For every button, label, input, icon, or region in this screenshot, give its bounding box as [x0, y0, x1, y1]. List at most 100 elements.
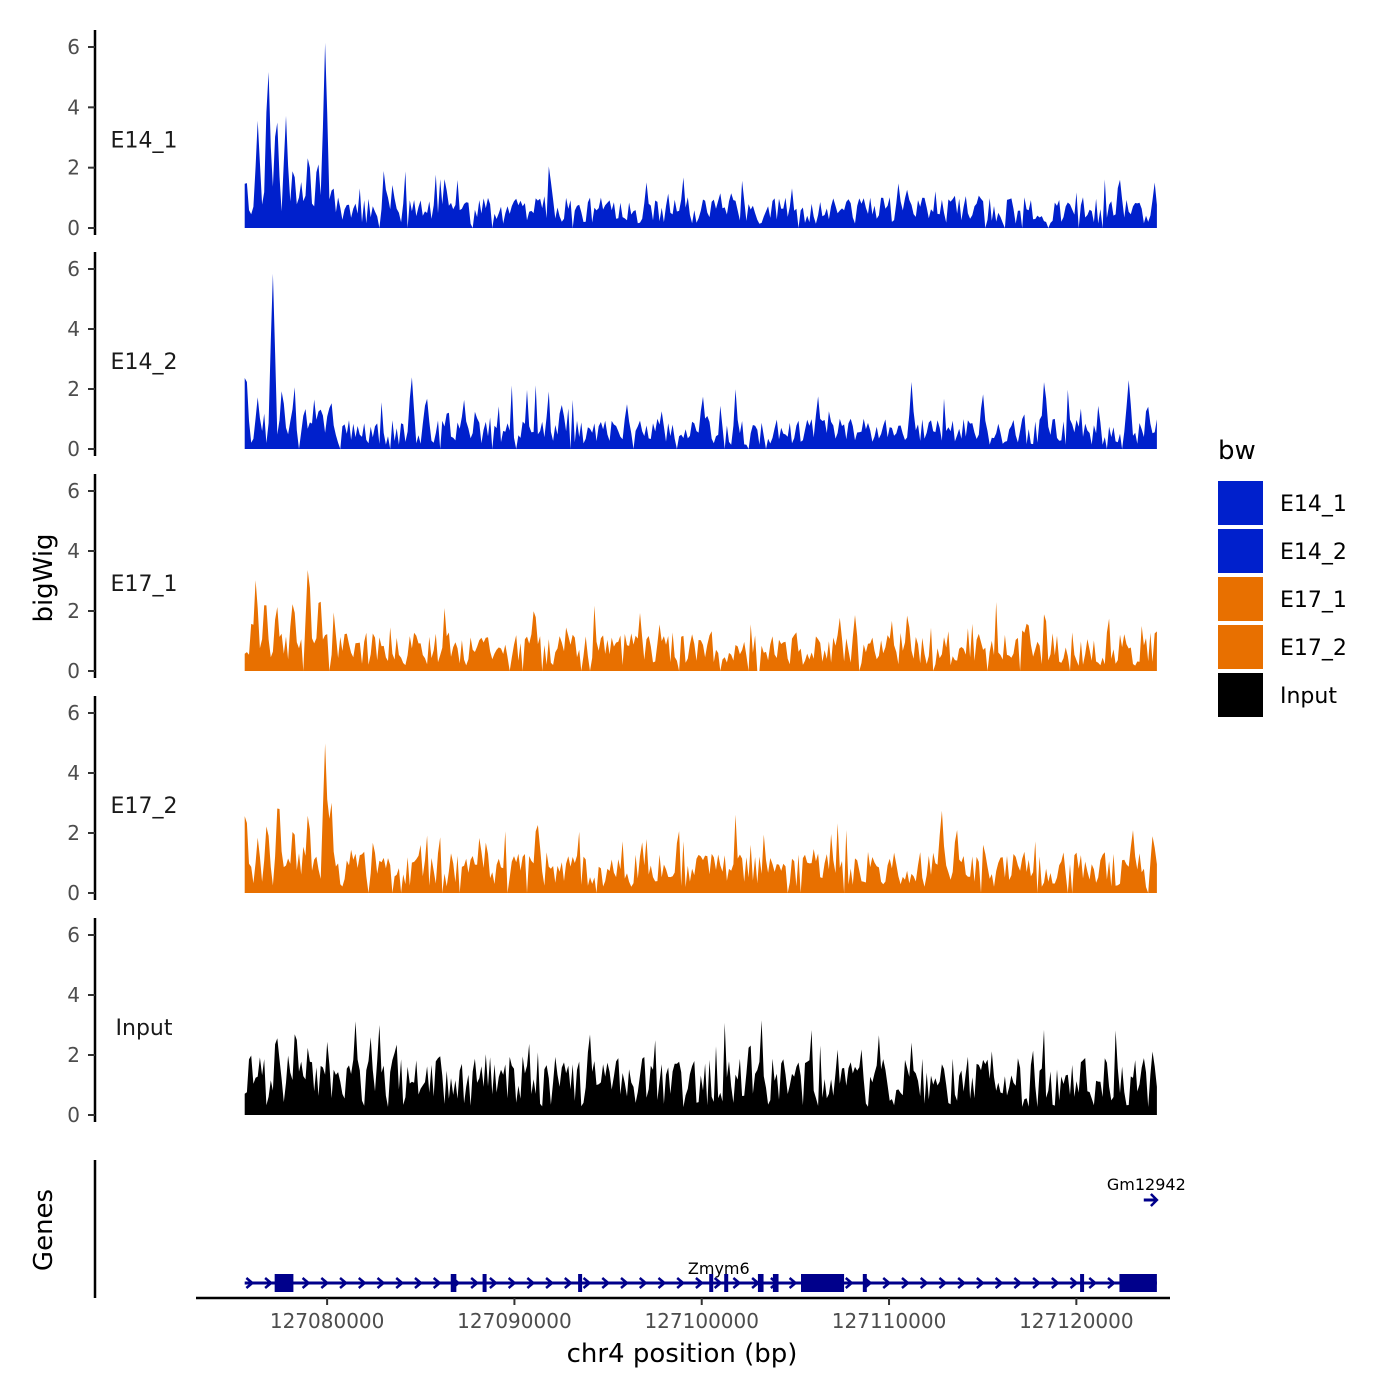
y-tick-label-e17-2-4: 4 — [67, 761, 80, 785]
y-tick-label-e14-1-4: 4 — [67, 95, 80, 119]
y-tick-label-e17-1-6: 6 — [67, 479, 80, 503]
exon-zmym6 — [709, 1274, 714, 1292]
strand-arrow-zmym6 — [976, 1277, 985, 1289]
strand-arrow-zmym6 — [526, 1277, 536, 1289]
y-tick-label-e17-2-6: 6 — [67, 701, 80, 725]
y-tick-label-input-0: 0 — [67, 1103, 80, 1127]
strand-arrow-zmym6 — [1069, 1277, 1079, 1289]
strand-arrow-zmym6 — [376, 1277, 386, 1289]
y-tick-label-input-2: 2 — [67, 1043, 80, 1067]
area-e17-2 — [244, 743, 1157, 893]
y-tick-label-e14-1-2: 2 — [67, 156, 80, 180]
exon-zmym6 — [450, 1274, 457, 1292]
exon-zmym6 — [757, 1274, 764, 1292]
strand-arrow-zmym6 — [994, 1277, 1004, 1289]
y-tick-label-e14-2-6: 6 — [67, 257, 80, 281]
strand-arrow-zmym6 — [582, 1277, 592, 1289]
track-e17-1: 0 2 4 6 E17_1 — [67, 474, 1157, 683]
strand-arrow-zmym6 — [938, 1277, 948, 1289]
track-e17-2: 0 2 4 6 E17_2 — [67, 696, 1157, 905]
strand-arrow-zmym6 — [732, 1277, 742, 1289]
strand-arrow-zmym6 — [638, 1277, 648, 1289]
strand-arrow-zmym6 — [1088, 1277, 1098, 1289]
x-tick-label-127110000: 127110000 — [832, 1309, 947, 1333]
strand-arrow-zmym6 — [432, 1277, 442, 1289]
strand-arrow-zmym6 — [395, 1277, 405, 1289]
strand-arrow-zmym6 — [901, 1277, 910, 1289]
genes-track: Genes Zmym6 Gm12942 — [29, 1160, 1186, 1298]
exon-zmym6 — [772, 1274, 779, 1292]
strand-arrow-gm12942 — [1150, 1193, 1159, 1207]
strand-arrow-zmym6 — [357, 1277, 367, 1289]
x-tick-label-127100000: 127100000 — [644, 1309, 759, 1333]
y-tick-label-e14-2-4: 4 — [67, 317, 80, 341]
strand-arrow-zmym6 — [844, 1277, 854, 1289]
strand-arrow-zmym6 — [301, 1277, 311, 1289]
track-input: 0 2 4 6 Input — [67, 918, 1157, 1127]
y-tick-label-e14-1-6: 6 — [67, 35, 80, 59]
strand-arrow-zmym6 — [414, 1277, 423, 1289]
gene-gm12942: Gm12942 — [1107, 1175, 1186, 1207]
legend-label-e14-1: E14_1 — [1280, 492, 1347, 517]
exon-zmym6 — [274, 1274, 294, 1292]
y-tick-label-e17-2-0: 0 — [67, 881, 80, 905]
x-tick-label-127080000: 127080000 — [270, 1309, 385, 1333]
strand-arrow-zmym6 — [545, 1277, 555, 1289]
genes-track-label: Genes — [29, 1189, 59, 1271]
strand-arrow-zmym6 — [601, 1277, 611, 1289]
signal-tracks: 0 2 4 6 E14_1 0 2 4 6 E14_2 0 2 4 6 E17_1 0 2 4 6 E17_2 0 2 4 6… — [67, 30, 1157, 1127]
legend-swatch-e17-1 — [1218, 577, 1263, 621]
x-axis-title: chr4 position (bp) — [567, 1339, 798, 1369]
legend-label-e14-2: E14_2 — [1280, 540, 1347, 565]
strand-arrow-zmym6 — [1032, 1277, 1042, 1289]
track-label-e14-2: E14_2 — [111, 350, 178, 375]
legend: bw E14_1 E14_2 E17_1 E17_2 Input — [1218, 436, 1347, 717]
track-e14-2: 0 2 4 6 E14_2 — [67, 252, 1157, 461]
strand-arrow-zmym6 — [1013, 1277, 1023, 1289]
gene-label-gm12942: Gm12942 — [1107, 1175, 1186, 1194]
strand-arrow-zmym6 — [695, 1277, 704, 1289]
exon-zmym6 — [724, 1274, 729, 1292]
strand-arrow-zmym6 — [1107, 1277, 1116, 1289]
legend-label-e17-2: E17_2 — [1280, 636, 1347, 661]
area-input — [244, 1020, 1157, 1115]
track-label-input: Input — [116, 1016, 173, 1041]
legend-label-e17-1: E17_1 — [1280, 588, 1347, 613]
strand-arrow-zmym6 — [1051, 1277, 1060, 1289]
strand-arrow-zmym6 — [919, 1277, 929, 1289]
y-tick-label-e17-1-2: 2 — [67, 599, 80, 623]
track-label-e14-1: E14_1 — [111, 129, 178, 154]
y-axis-title: bigWig — [29, 533, 59, 622]
strand-arrow-zmym6 — [620, 1277, 629, 1289]
exon-zmym6 — [1119, 1274, 1157, 1292]
strand-arrow-zmym6 — [470, 1277, 480, 1289]
track-label-e17-2: E17_2 — [111, 794, 178, 819]
legend-swatch-e14-2 — [1218, 529, 1263, 573]
legend-swatch-input — [1218, 673, 1263, 717]
exon-zmym6 — [482, 1274, 487, 1292]
exon-zmym6 — [1080, 1274, 1085, 1292]
y-tick-label-input-6: 6 — [67, 923, 80, 947]
x-tick-label-127120000: 127120000 — [1019, 1309, 1134, 1333]
strand-arrow-zmym6 — [957, 1277, 967, 1289]
area-e14-2 — [244, 273, 1157, 449]
exon-zmym6 — [578, 1274, 583, 1292]
legend-swatch-e17-2 — [1218, 625, 1263, 669]
strand-arrow-zmym6 — [339, 1277, 348, 1289]
legend-swatch-e14-1 — [1218, 481, 1263, 525]
area-e17-1 — [244, 570, 1157, 671]
y-tick-label-e14-2-2: 2 — [67, 377, 80, 401]
exon-zmym6 — [862, 1274, 867, 1292]
y-tick-label-e14-2-0: 0 — [67, 437, 80, 461]
strand-arrow-zmym6 — [507, 1277, 517, 1289]
strand-arrow-zmym6 — [713, 1277, 723, 1289]
gene-zmym6: Zmym6 — [244, 1259, 1157, 1292]
x-tick-label-127090000: 127090000 — [457, 1309, 572, 1333]
y-axis-title-group: bigWig — [29, 533, 59, 622]
gene-label-zmym6: Zmym6 — [688, 1259, 750, 1278]
area-e14-1 — [244, 42, 1157, 229]
x-axis: chr4 position (bp) 127080000 127090000 127… — [196, 1296, 1170, 1369]
track-label-e17-1: E17_1 — [111, 572, 178, 597]
strand-arrow-zmym6 — [882, 1277, 892, 1289]
